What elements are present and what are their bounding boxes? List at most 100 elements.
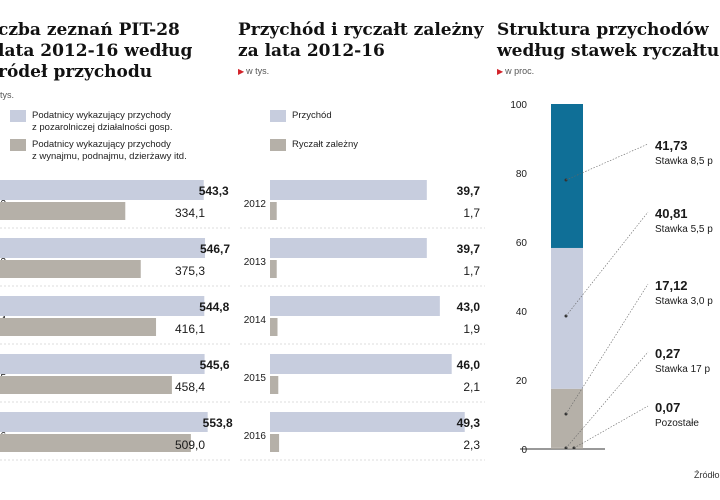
legend-swatch-dark bbox=[10, 139, 26, 151]
data-label: 375,3 bbox=[175, 264, 205, 278]
data-label: 544,8 bbox=[199, 300, 229, 314]
segment-name-label: Stawka 8,5 p bbox=[655, 156, 713, 167]
bar-series-2 bbox=[270, 318, 278, 336]
y-tick-label: 80 bbox=[516, 169, 528, 180]
data-label: 39,7 bbox=[457, 184, 481, 198]
category-label: 2014 bbox=[244, 315, 267, 326]
data-label: 1,7 bbox=[463, 264, 480, 278]
panel3-unit-text: w proc. bbox=[505, 66, 535, 76]
leader-line bbox=[565, 351, 649, 449]
legend-text: Podatnicy wykazujący przychody z wynajmu… bbox=[32, 139, 252, 163]
bar-series-1 bbox=[270, 296, 440, 316]
panel1-title-line: lata 2012-16 według bbox=[0, 41, 193, 61]
y-tick-label: 20 bbox=[516, 376, 528, 387]
panel2-unit-text: w tys. bbox=[246, 66, 270, 76]
panel3-title-line: według stawek ryczałtu bbox=[497, 41, 720, 61]
data-label: 1,7 bbox=[463, 206, 480, 220]
stacked-segment bbox=[551, 388, 583, 448]
legend-swatch-dark bbox=[270, 139, 286, 151]
legend-line: z pozarolniczej działalności gosp. bbox=[32, 122, 173, 133]
source-text: Źródło bbox=[694, 470, 720, 480]
bar-series-2 bbox=[0, 376, 172, 394]
bar-series-2 bbox=[270, 434, 280, 452]
panel1-title-line: czba zeznań PIT-28 bbox=[0, 20, 180, 40]
triangle-icon: ▶ bbox=[238, 67, 245, 76]
bar-series-1 bbox=[0, 354, 205, 374]
leader-line bbox=[565, 211, 649, 317]
legend-line: Podatnicy wykazujący przychody bbox=[32, 110, 171, 121]
panel1-unit-text: tys. bbox=[0, 90, 15, 100]
bar-series-1 bbox=[270, 412, 465, 432]
data-label: 458,4 bbox=[175, 380, 205, 394]
bar-series-2 bbox=[270, 260, 277, 278]
bar-series-2 bbox=[270, 202, 277, 220]
segment-value-label: 17,12 bbox=[655, 278, 688, 293]
bar-series-1 bbox=[0, 296, 205, 316]
data-label: 49,3 bbox=[457, 416, 481, 430]
panel2-legend-item-2: Ryczałt zależny bbox=[270, 139, 358, 151]
segment-name-label: Stawka 17 p bbox=[655, 364, 710, 375]
y-tick-label: 100 bbox=[510, 100, 527, 111]
data-label: 553,8 bbox=[203, 416, 233, 430]
source-label: Źródło bbox=[694, 470, 720, 480]
data-label: 543,3 bbox=[199, 184, 229, 198]
panel2-title-line: za lata 2012-16 bbox=[238, 41, 385, 61]
bar-series-2 bbox=[0, 202, 126, 220]
data-label: 416,1 bbox=[175, 322, 205, 336]
segment-value-label: 40,81 bbox=[655, 206, 688, 221]
data-label: 509,0 bbox=[175, 438, 205, 452]
data-label: 334,1 bbox=[175, 206, 205, 220]
segment-value-label: 0,07 bbox=[655, 400, 680, 415]
category-label: 2016 bbox=[244, 431, 267, 442]
legend-text: Ryczałt zależny bbox=[292, 139, 358, 150]
panel2-title-line: Przychód i ryczałt zależny bbox=[238, 20, 484, 40]
data-label: 46,0 bbox=[457, 358, 481, 372]
segment-name-label: Stawka 5,5 p bbox=[655, 224, 713, 235]
bar-series-1 bbox=[270, 180, 427, 200]
legend-line: z wynajmu, podnajmu, dzierżawy itd. bbox=[32, 151, 187, 162]
panel1-legend-item-1: Podatnicy wykazujący przychody z pozarol… bbox=[10, 110, 252, 134]
panel1-unit: tys. bbox=[0, 90, 14, 100]
data-label: 2,3 bbox=[463, 438, 480, 452]
segment-value-label: 0,27 bbox=[655, 346, 680, 361]
triangle-icon: ▶ bbox=[497, 67, 504, 76]
y-tick-label: 40 bbox=[516, 307, 528, 318]
bar-series-2 bbox=[270, 376, 279, 394]
data-label: 1,9 bbox=[463, 322, 480, 336]
segment-name-label: Stawka 3,0 p bbox=[655, 296, 713, 307]
bar-series-2 bbox=[0, 318, 157, 336]
bar-series-2 bbox=[0, 260, 141, 278]
segment-name-label: Pozostałe bbox=[655, 418, 699, 429]
data-label: 39,7 bbox=[457, 242, 481, 256]
panel3-title: Struktura przychodów według stawek rycza… bbox=[497, 20, 720, 62]
panel1-title-line: ródeł przychodu bbox=[0, 62, 153, 82]
legend-swatch-light bbox=[10, 110, 26, 122]
bar-series-1 bbox=[270, 238, 427, 258]
panel2-legend-item-1: Przychód bbox=[270, 110, 332, 122]
panel3-title-line: Struktura przychodów bbox=[497, 20, 709, 40]
data-label: 2,1 bbox=[463, 380, 480, 394]
leader-line bbox=[573, 405, 649, 449]
bar-series-1 bbox=[270, 354, 452, 374]
bar-series-1 bbox=[0, 412, 208, 432]
y-tick-label: 60 bbox=[516, 238, 528, 249]
legend-swatch-light bbox=[270, 110, 286, 122]
legend-text: Przychód bbox=[292, 110, 332, 121]
panel3-unit: ▶ w proc. bbox=[497, 66, 534, 76]
y-tick-label: 0 bbox=[521, 445, 527, 456]
category-label: 2013 bbox=[244, 257, 267, 268]
category-label: 2012 bbox=[244, 199, 267, 210]
bar-series-2 bbox=[0, 434, 191, 452]
category-label: 2015 bbox=[244, 373, 267, 384]
segment-value-label: 41,73 bbox=[655, 138, 688, 153]
stacked-segment bbox=[551, 104, 583, 248]
legend-text: Podatnicy wykazujący przychody z pozarol… bbox=[32, 110, 252, 134]
panel1-legend-item-2: Podatnicy wykazujący przychody z wynajmu… bbox=[10, 139, 252, 163]
data-label: 43,0 bbox=[457, 300, 481, 314]
panel2-title: Przychód i ryczałt zależny za lata 2012-… bbox=[238, 20, 488, 62]
panel1-title: czba zeznań PIT-28 lata 2012-16 według r… bbox=[0, 20, 233, 83]
panel2-unit: ▶ w tys. bbox=[238, 66, 269, 76]
bar-series-1 bbox=[0, 180, 204, 200]
stacked-segment bbox=[551, 247, 583, 389]
legend-line: Podatnicy wykazujący przychody bbox=[32, 139, 171, 150]
